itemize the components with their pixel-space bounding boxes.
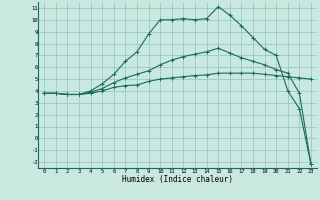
X-axis label: Humidex (Indice chaleur): Humidex (Indice chaleur) [122,175,233,184]
